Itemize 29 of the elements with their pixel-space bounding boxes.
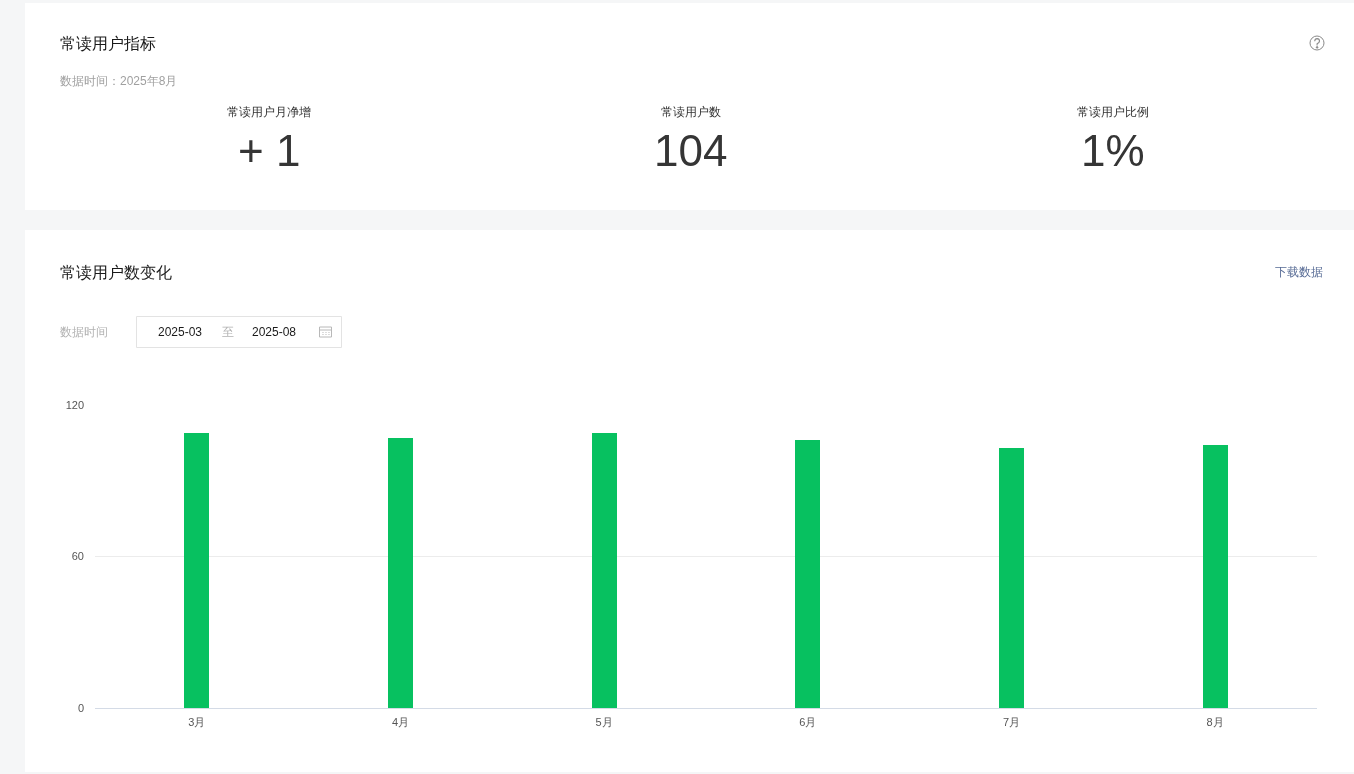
text: 2025-08 — [252, 325, 297, 339]
y-tick-label: 120 — [65, 398, 84, 411]
text: + 1 — [238, 126, 301, 175]
chart-title: 常读用户数变化 — [60, 264, 172, 281]
text: 1% — [1081, 126, 1145, 175]
text: 下载数据 — [1275, 265, 1323, 279]
x-tick-label: 3月 — [188, 716, 206, 729]
bar — [387, 437, 414, 708]
y-tick-label: 60 — [71, 550, 84, 563]
text: 常读用户月净增 — [227, 105, 311, 119]
text: 常读用户比例 — [1077, 105, 1149, 119]
text: 数据时间 — [60, 325, 108, 339]
x-tick-label: 7月 — [1002, 716, 1021, 729]
bar — [591, 432, 617, 708]
x-tick-label: 8月 — [1206, 716, 1224, 729]
text: 常读用户数 — [661, 105, 721, 119]
text: 至 — [222, 325, 234, 339]
text: 2025-03 — [158, 325, 203, 339]
bar — [998, 447, 1025, 708]
x-tick-label: 4月 — [391, 716, 410, 729]
bar — [184, 432, 210, 708]
x-tick-label: 6月 — [799, 716, 817, 729]
text: 常读用户指标 — [60, 35, 156, 52]
text: 数据时间：2025年8月 — [60, 74, 178, 88]
bar — [1202, 445, 1228, 708]
x-tick-label: 5月 — [595, 716, 613, 729]
text: 104 — [654, 126, 728, 175]
bar — [795, 440, 821, 708]
y-tick-label: 0 — [77, 701, 84, 714]
